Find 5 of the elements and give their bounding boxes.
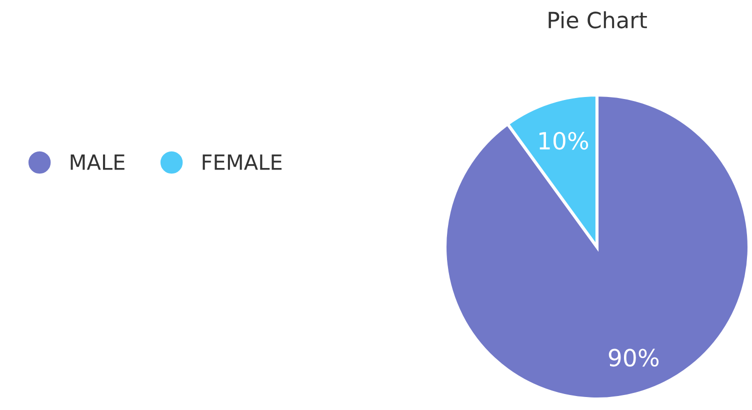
data-label: 10% xyxy=(540,132,588,150)
data-label: 90% xyxy=(608,348,659,367)
chart-title: Pie Chart xyxy=(548,11,647,28)
legend-label: FEMALE xyxy=(202,154,282,170)
legend-label: MALE xyxy=(70,154,124,170)
